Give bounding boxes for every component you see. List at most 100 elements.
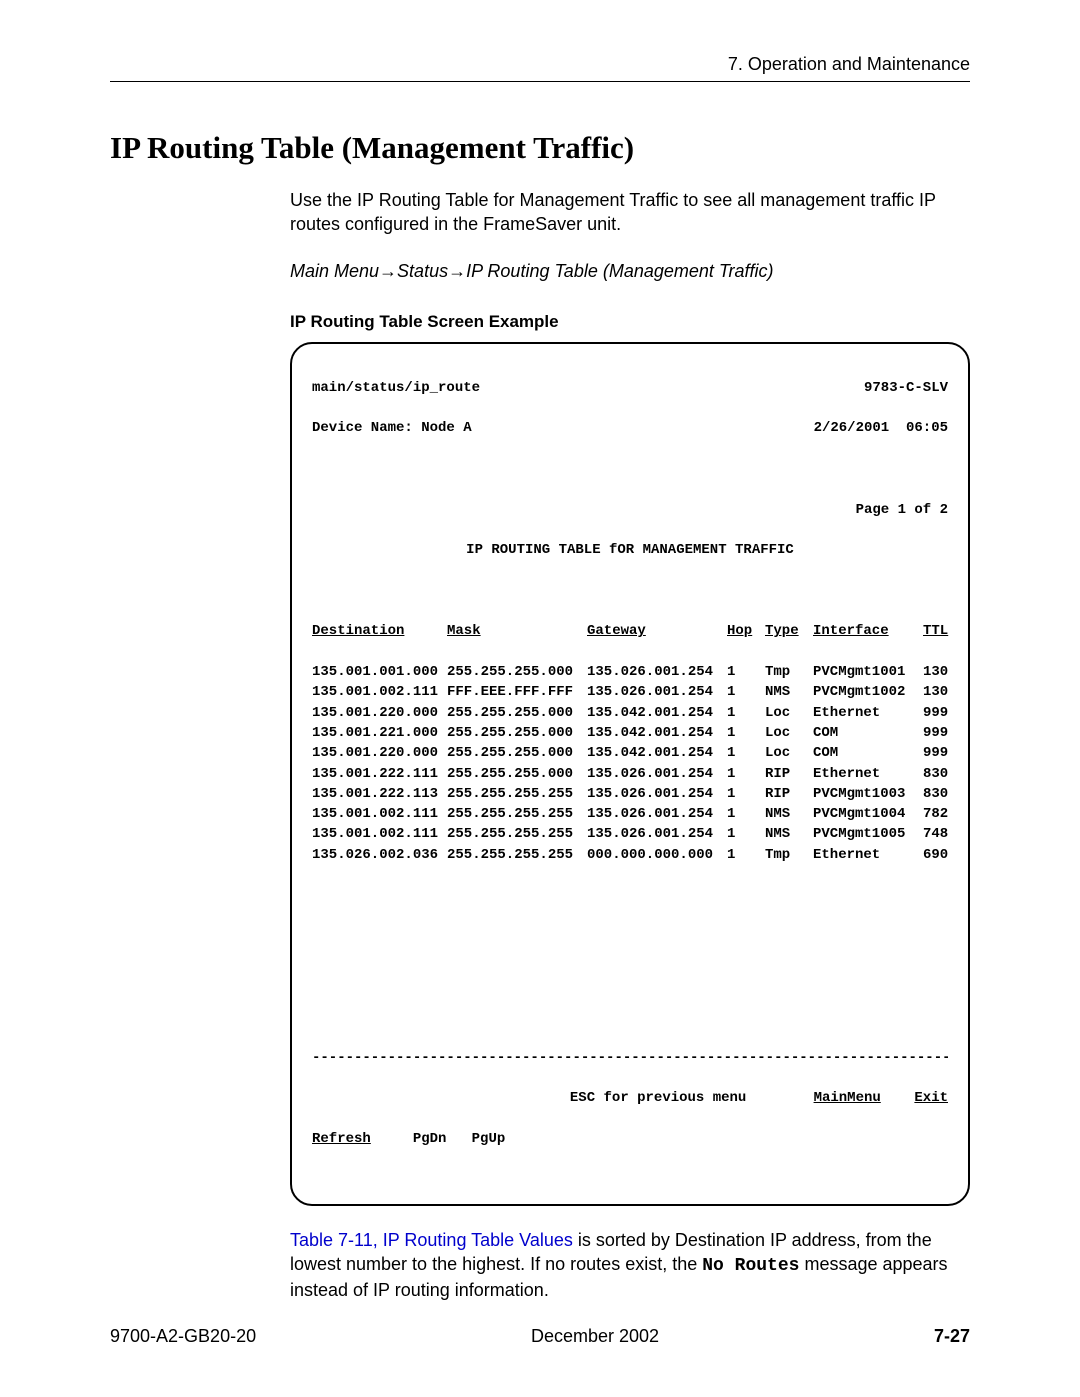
- table-cell: NMS: [765, 804, 813, 824]
- term-esc-hint: ESC for previous menu: [570, 1090, 746, 1106]
- col-type: Type: [765, 621, 813, 641]
- page-footer: 9700-A2-GB20-20 December 2002 7-27: [110, 1326, 970, 1347]
- table-cell: 999: [923, 723, 963, 743]
- table-cell: 135.001.220.000: [312, 743, 447, 763]
- table-cell: 135.026.001.254: [587, 784, 727, 804]
- term-path: main/status/ip_route: [312, 378, 480, 398]
- term-model: 9783-C-SLV: [864, 378, 948, 398]
- table-row: 135.001.222.111255.255.255.000135.026.00…: [312, 764, 948, 784]
- term-blank: [312, 1088, 320, 1108]
- table-cell: 130: [923, 682, 963, 702]
- table-cell: Ethernet: [813, 764, 923, 784]
- arrow-icon: →: [379, 261, 397, 281]
- table-cell: 135.026.001.254: [587, 764, 727, 784]
- table-row: 135.001.002.111255.255.255.255135.026.00…: [312, 804, 948, 824]
- table-cell: 135.001.221.000: [312, 723, 447, 743]
- table-cell: 830: [923, 764, 963, 784]
- term-exit[interactable]: Exit: [914, 1090, 948, 1106]
- table-cell: 255.255.255.255: [447, 824, 587, 844]
- intro-paragraph: Use the IP Routing Table for Management …: [290, 188, 970, 237]
- table-row: 135.001.002.111255.255.255.255135.026.00…: [312, 824, 948, 844]
- nav-part-3: IP Routing Table (Management Traffic): [466, 261, 773, 281]
- table-cell: PVCMgmt1002: [813, 682, 923, 702]
- table-cell: 255.255.255.000: [447, 662, 587, 682]
- table-row: 135.001.001.000255.255.255.000135.026.00…: [312, 662, 948, 682]
- table-cell: 1: [727, 743, 765, 763]
- table-cell: 135.001.002.111: [312, 824, 447, 844]
- footer-page-number: 7-27: [934, 1326, 970, 1347]
- table-cell: COM: [813, 723, 923, 743]
- terminal-screen: main/status/ip_route9783-C-SLV Device Na…: [290, 342, 970, 1206]
- table-cell: 255.255.255.000: [447, 743, 587, 763]
- col-gateway: Gateway: [587, 621, 727, 641]
- table-cell: Tmp: [765, 845, 813, 865]
- table-cell: Ethernet: [813, 845, 923, 865]
- table-cell: 255.255.255.255: [447, 784, 587, 804]
- table-cell: 255.255.255.255: [447, 845, 587, 865]
- col-ttl: TTL: [923, 621, 963, 641]
- table-cell: 1: [727, 845, 765, 865]
- table-cell: NMS: [765, 824, 813, 844]
- table-cell: 255.255.255.000: [447, 723, 587, 743]
- table-cell: 135.001.002.111: [312, 804, 447, 824]
- table-cell: 999: [923, 743, 963, 763]
- table-cell: 255.255.255.000: [447, 703, 587, 723]
- table-row: 135.001.220.000255.255.255.000135.042.00…: [312, 703, 948, 723]
- table-cell: 1: [727, 662, 765, 682]
- table-cell: Loc: [765, 723, 813, 743]
- table-cell: PVCMgmt1001: [813, 662, 923, 682]
- table-cell: 782: [923, 804, 963, 824]
- table-cell: COM: [813, 743, 923, 763]
- table-cell: 135.042.001.254: [587, 743, 727, 763]
- term-banner: IP ROUTING TABLE fOR MANAGEMENT TRAFFIC: [312, 540, 948, 560]
- col-hop: Hop: [727, 621, 765, 641]
- term-datetime: 2/26/2001 06:05: [814, 418, 948, 438]
- table-cell: 135.042.001.254: [587, 703, 727, 723]
- table-cell: PVCMgmt1004: [813, 804, 923, 824]
- page-title: IP Routing Table (Management Traffic): [110, 130, 970, 166]
- menu-path: Main Menu→Status→IP Routing Table (Manag…: [290, 261, 970, 282]
- term-pgdn[interactable]: PgDn: [413, 1129, 447, 1149]
- term-separator: ----------------------------------------…: [312, 1048, 948, 1068]
- table-cell: 748: [923, 824, 963, 844]
- nav-part-1: Main Menu: [290, 261, 379, 281]
- table-row: 135.001.222.113255.255.255.255135.026.00…: [312, 784, 948, 804]
- col-destination: Destination: [312, 621, 447, 641]
- col-mask: Mask: [447, 621, 587, 641]
- term-mainmenu[interactable]: MainMenu: [814, 1090, 881, 1106]
- table-cell: 1: [727, 804, 765, 824]
- table-cell: 135.001.001.000: [312, 662, 447, 682]
- table-cell: 135.026.002.036: [312, 845, 447, 865]
- table-cell: NMS: [765, 682, 813, 702]
- table-cell: Tmp: [765, 662, 813, 682]
- table-row: 135.026.002.036255.255.255.255000.000.00…: [312, 845, 948, 865]
- table-cell: 135.001.222.113: [312, 784, 447, 804]
- table-cell: RIP: [765, 764, 813, 784]
- nav-part-2: Status: [397, 261, 448, 281]
- table-cell: PVCMgmt1003: [813, 784, 923, 804]
- table-cell: 1: [727, 824, 765, 844]
- table-row: 135.001.002.111FFF.EEE.FFF.FFF135.026.00…: [312, 682, 948, 702]
- table-cell: 1: [727, 784, 765, 804]
- table-cell: Loc: [765, 743, 813, 763]
- table-reference-link[interactable]: Table 7-11, IP Routing Table Values: [290, 1230, 573, 1250]
- table-cell: 135.001.002.111: [312, 682, 447, 702]
- table-cell: 999: [923, 703, 963, 723]
- table-cell: 135.026.001.254: [587, 804, 727, 824]
- term-pgup[interactable]: PgUp: [472, 1129, 506, 1149]
- table-cell: 1: [727, 682, 765, 702]
- after-paragraph: Table 7-11, IP Routing Table Values is s…: [290, 1228, 970, 1303]
- chapter-title: 7. Operation and Maintenance: [728, 54, 970, 74]
- term-page-info: Page 1 of 2: [312, 500, 948, 520]
- chapter-header: 7. Operation and Maintenance: [110, 54, 970, 82]
- table-cell: 135.042.001.254: [587, 723, 727, 743]
- table-cell: 130: [923, 662, 963, 682]
- term-refresh[interactable]: Refresh: [312, 1129, 371, 1149]
- table-cell: 830: [923, 784, 963, 804]
- table-cell: 000.000.000.000: [587, 845, 727, 865]
- table-cell: PVCMgmt1005: [813, 824, 923, 844]
- table-cell: 1: [727, 764, 765, 784]
- arrow-icon: →: [448, 261, 466, 281]
- table-cell: FFF.EEE.FFF.FFF: [447, 682, 587, 702]
- table-cell: 135.026.001.254: [587, 682, 727, 702]
